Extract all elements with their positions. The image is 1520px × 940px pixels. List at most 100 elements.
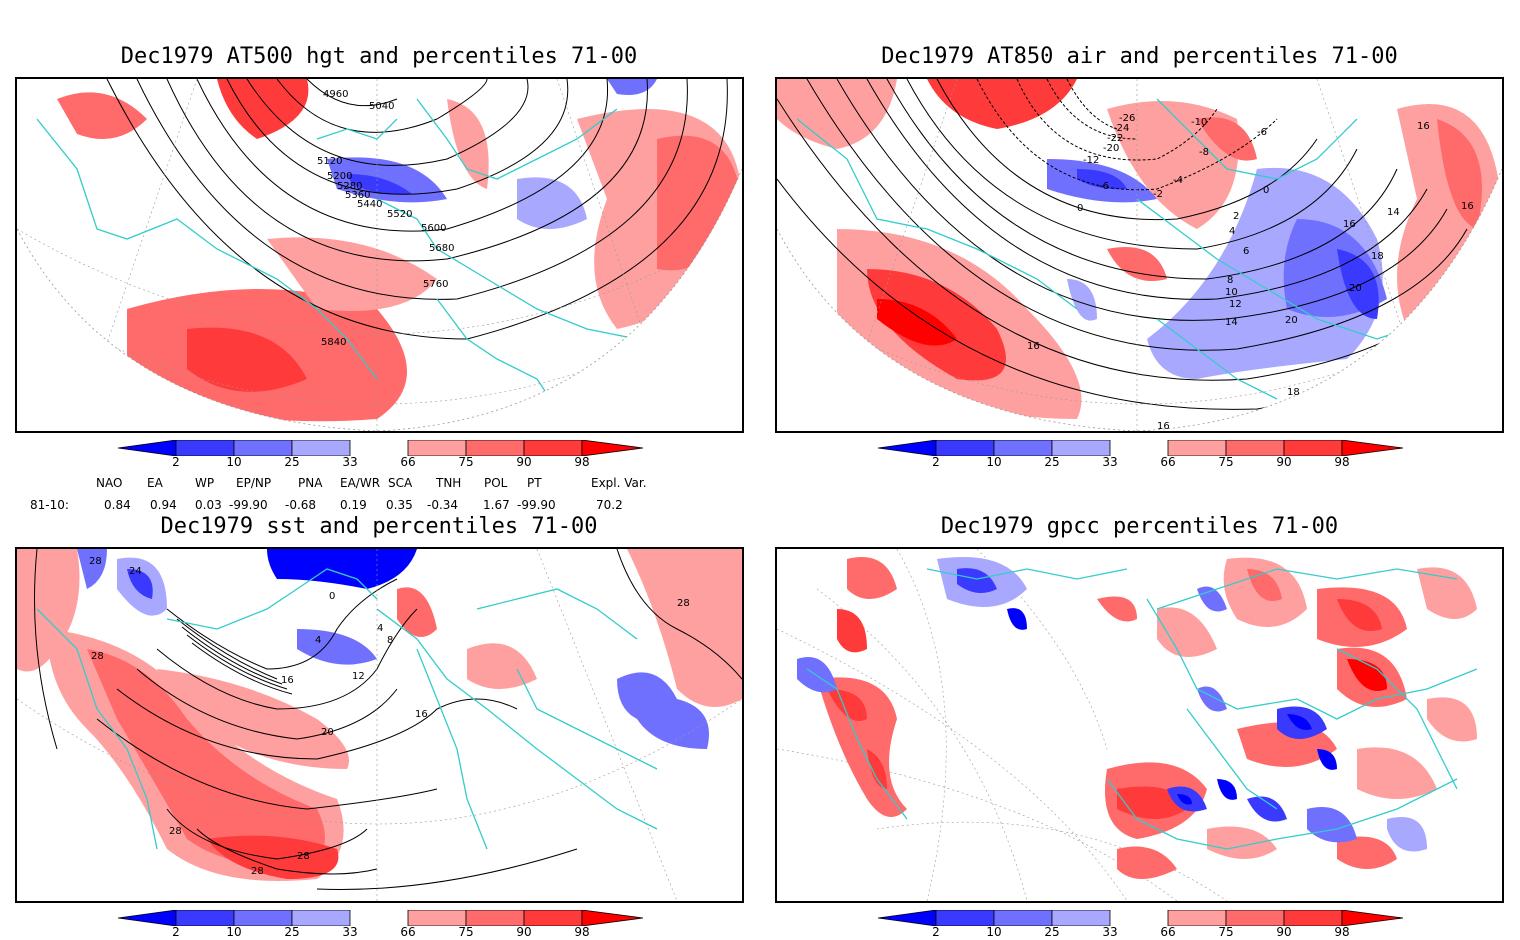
colorbar-air850: 2 10 25 33 66 75 90 98 xyxy=(877,439,1404,470)
colorbar-tick: 90 xyxy=(1276,925,1292,939)
anomaly-red-shading xyxy=(397,587,437,637)
colorbar-tick: 10 xyxy=(986,455,1002,469)
contour-label: 24 xyxy=(129,566,142,577)
graticule xyxy=(17,79,742,431)
contour-label: -20 xyxy=(1103,143,1119,154)
anomaly-red-shading xyxy=(87,649,325,869)
contour-label: -2 xyxy=(1153,189,1163,200)
panel-title-gpcc: Dec1979 gpcc percentiles 71-00 xyxy=(940,514,1339,539)
colorbar-tick: 10 xyxy=(986,925,1002,939)
contour-label: 5120 xyxy=(317,156,342,167)
colorbar-tick: 2 xyxy=(932,455,940,469)
colorbar-tick: 98 xyxy=(1334,455,1350,469)
anomaly-red-shading xyxy=(627,549,742,707)
contour-label: -26 xyxy=(1119,113,1135,124)
colorbar-svg xyxy=(117,909,644,927)
contour-label: 6 xyxy=(1243,246,1249,257)
colorbar-tick: 25 xyxy=(284,925,300,939)
colorbar-hgt500: 2 10 25 33 66 75 90 98 xyxy=(117,439,644,470)
contour-label: 28 xyxy=(89,556,102,567)
sst-contours xyxy=(34,549,742,890)
tele-header: TNH xyxy=(436,476,462,490)
contour-label: 8 xyxy=(1227,275,1233,286)
colorbar-tick: 75 xyxy=(458,925,474,939)
contour-label: 0 xyxy=(1077,203,1083,214)
contour-label: 5200 xyxy=(327,171,352,182)
anomaly-blue-shading xyxy=(617,672,709,749)
tele-value: 0.84 xyxy=(104,498,131,512)
contour-label: 28 xyxy=(251,866,264,877)
anomaly-blue-shading xyxy=(517,177,587,229)
contour-label: 16 xyxy=(1461,201,1474,212)
colorbar-tick: 66 xyxy=(400,925,416,939)
colorbar-tick: 98 xyxy=(1334,925,1350,939)
anomaly-red-shading xyxy=(927,79,1077,129)
anomaly-red-shading xyxy=(217,79,309,139)
tele-value: -0.34 xyxy=(427,498,459,512)
colorbar-tick: 2 xyxy=(932,925,940,939)
contour-label: 14 xyxy=(1387,207,1400,218)
contour-labels-air850: -26 -24 -22 -20 -12 -10 -8 -6 -6 -4 -2 0… xyxy=(1027,113,1474,431)
contour-label: -4 xyxy=(1173,175,1183,186)
tele-header: EP/NP xyxy=(236,476,272,490)
anomaly-red-shading xyxy=(467,643,537,689)
colorbar-tick: 25 xyxy=(1044,925,1060,939)
contour-label: 28 xyxy=(91,651,104,662)
colorbar-tick: 98 xyxy=(574,455,590,469)
colorbar-tick: 90 xyxy=(516,925,532,939)
colorbar-tick: 75 xyxy=(458,455,474,469)
contour-label: 5040 xyxy=(369,101,394,112)
contour-label: 5520 xyxy=(387,209,412,220)
tele-row-label: 81-10: xyxy=(30,498,69,512)
tele-value: 0.03 xyxy=(195,498,222,512)
contour-label: 16 xyxy=(415,709,428,720)
tele-header: PNA xyxy=(298,476,323,490)
anomaly-blue-shading xyxy=(347,174,412,195)
anomaly-red-shading xyxy=(1107,101,1239,229)
contour-label: -24 xyxy=(1113,123,1129,134)
contour-labels-sst: 24 28 28 0 4 4 8 12 16 16 20 28 28 28 28 xyxy=(89,556,690,877)
map-gpcc-svg xyxy=(777,549,1502,901)
contour-label: 12 xyxy=(1229,299,1242,310)
contour-labels-hgt500: 4960 5040 5120 5200 5280 5360 5440 5520 … xyxy=(317,89,454,348)
colorbar-sst: 2 10 25 33 66 75 90 98 xyxy=(117,909,644,940)
colorbar-tick: 33 xyxy=(342,455,358,469)
colorbar-tick: 90 xyxy=(516,455,532,469)
contour-label: 2 xyxy=(1233,211,1239,222)
colorbar-tick: 25 xyxy=(1044,455,1060,469)
colorbar-tick: 2 xyxy=(172,455,180,469)
map-sst-svg: 24 28 28 0 4 4 8 12 16 16 20 28 28 28 28 xyxy=(17,549,742,901)
tele-value: 70.2 xyxy=(596,498,623,512)
anomaly-blue-shading xyxy=(1147,167,1383,379)
map-air850: -26 -24 -22 -20 -12 -10 -8 -6 -6 -4 -2 0… xyxy=(775,77,1504,433)
contour-label: 5760 xyxy=(423,279,448,290)
graticule xyxy=(796,79,1488,431)
colorbar-tick: 90 xyxy=(1276,455,1292,469)
colorbar-tick: 33 xyxy=(1102,455,1118,469)
contour-label: 20 xyxy=(1285,315,1298,326)
contour-label: 16 xyxy=(281,675,294,686)
contour-label: 5280 xyxy=(337,181,362,192)
tele-value: 1.67 xyxy=(483,498,510,512)
anomaly-blue-shading xyxy=(1067,279,1097,321)
contour-label: -6 xyxy=(1099,181,1109,192)
anomaly-blue-shading xyxy=(1077,169,1127,190)
contour-label: 28 xyxy=(169,826,182,837)
tele-header: EA/WR xyxy=(340,476,381,490)
anomaly-red-shading xyxy=(1437,119,1482,229)
contour-label: 14 xyxy=(1225,317,1238,328)
contour-label: 0 xyxy=(329,591,335,602)
graticule xyxy=(17,549,742,901)
contour-label: 4 xyxy=(377,623,383,634)
colorbar-tick: 66 xyxy=(1160,925,1176,939)
anomaly-red-shading xyxy=(777,79,897,149)
anomaly-red-shading xyxy=(57,92,147,139)
panel-title-sst: Dec1979 sst and percentiles 71-00 xyxy=(160,514,598,539)
tele-header: WP xyxy=(195,476,215,490)
colorbar-tick: 75 xyxy=(1218,455,1234,469)
contour-label: 4 xyxy=(1229,226,1235,237)
contour-label: -10 xyxy=(1191,117,1207,128)
anomaly-blue-shading xyxy=(607,79,657,95)
tele-value: -0.68 xyxy=(285,498,317,512)
contour-label: -8 xyxy=(1199,147,1209,158)
